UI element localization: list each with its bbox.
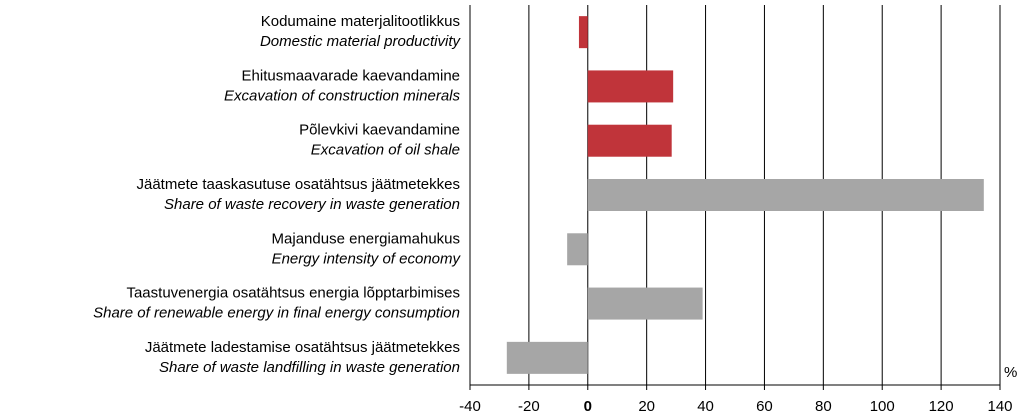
category-label-en: Excavation of construction minerals <box>224 87 460 104</box>
x-unit: % <box>1004 364 1017 381</box>
category-label: Jäätmete taaskasutuse osatähtsus jäätmet… <box>136 176 460 193</box>
x-tick-label: 60 <box>756 398 773 415</box>
x-tick-label: -20 <box>518 398 540 415</box>
category-label: Põlevkivi kaevandamine <box>299 122 460 139</box>
category-label: Majanduse energiamahukus <box>272 230 460 247</box>
category-label-en: Share of renewable energy in final energ… <box>93 305 460 322</box>
category-label-en: Share of waste recovery in waste generat… <box>164 196 460 213</box>
x-tick-label: 140 <box>987 398 1012 415</box>
x-tick-label: -40 <box>459 398 481 415</box>
category-label-en: Share of waste landfilling in waste gene… <box>159 359 460 376</box>
category-label-en: Energy intensity of economy <box>272 250 462 267</box>
x-tick-label: 100 <box>870 398 895 415</box>
category-label-en: Domestic material productivity <box>260 33 462 50</box>
category-label: Jäätmete ladestamise osatähtsus jäätmete… <box>145 339 460 356</box>
x-tick-label: 120 <box>929 398 954 415</box>
bar <box>506 341 588 374</box>
x-tick-label: 80 <box>815 398 832 415</box>
bar <box>587 179 984 211</box>
x-tick-label: 20 <box>638 398 655 415</box>
category-label: Kodumaine materjalitootlikkus <box>261 13 460 30</box>
x-tick-label: 40 <box>697 398 714 415</box>
category-label: Taastuvenergia osatähtsus energia lõppta… <box>126 285 460 302</box>
category-label-en: Excavation of oil shale <box>311 142 460 159</box>
bar <box>587 70 674 103</box>
bar <box>578 16 588 49</box>
category-label: Ehitusmaavarade kaevandamine <box>242 67 460 84</box>
x-tick-label: 0 <box>584 398 592 415</box>
bar <box>587 287 703 320</box>
bar <box>587 124 672 157</box>
bar <box>567 233 588 266</box>
